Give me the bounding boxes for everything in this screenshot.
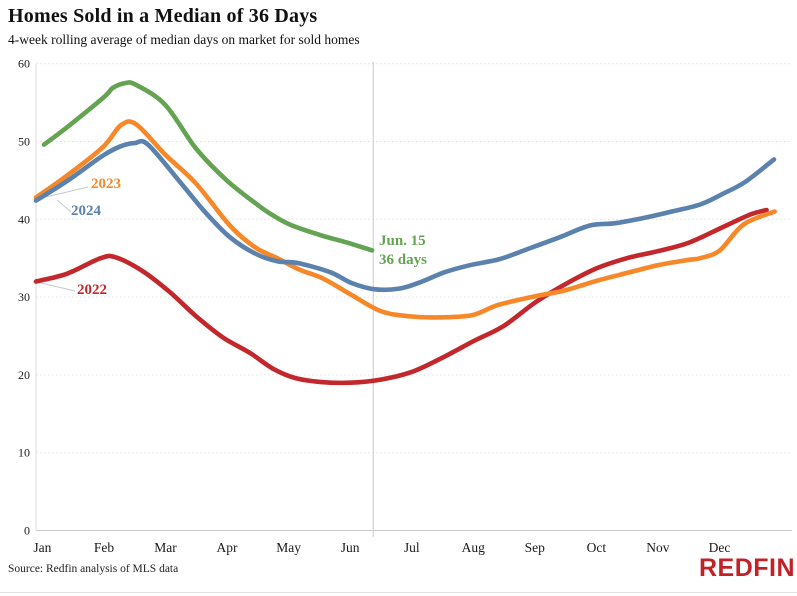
label-leader-line-2	[40, 282, 76, 292]
bottom-divider	[0, 592, 797, 593]
x-tick-label-jan: Jan	[33, 540, 51, 555]
y-tick-label-10: 10	[18, 446, 30, 460]
series-label-2024: 2024	[71, 203, 101, 219]
redfin-logo: REDFIN	[699, 554, 796, 582]
series-line-current-year	[41, 80, 375, 253]
x-tick-label-sep: Sep	[525, 540, 546, 555]
series-line-2024	[33, 138, 777, 293]
x-tick-label-aug: Aug	[462, 540, 485, 555]
series-line-2023	[33, 119, 777, 320]
y-tick-label-40: 40	[18, 212, 30, 226]
y-tick-label-60: 60	[18, 57, 30, 71]
page-subtitle: 4-week rolling average of median days on…	[8, 32, 360, 47]
series-label-2023: 2023	[91, 176, 121, 192]
marker-annotation-date: Jun. 15	[379, 233, 426, 249]
x-tick-label-nov: Nov	[646, 540, 669, 555]
source-note: Source: Redfin analysis of MLS data	[8, 563, 179, 575]
marker-annotation-value: 36 days	[379, 252, 427, 268]
x-tick-label-may: May	[276, 540, 301, 555]
marker-annotation: Jun. 15 36 days	[379, 232, 427, 270]
y-tick-label-0: 0	[24, 524, 30, 538]
x-tick-label-mar: Mar	[154, 540, 177, 555]
page-title: Homes Sold in a Median of 36 Days	[8, 5, 318, 27]
x-tick-label-feb: Feb	[94, 540, 115, 555]
y-tick-label-30: 30	[18, 290, 30, 304]
y-tick-label-20: 20	[18, 368, 30, 382]
x-tick-label-jul: Jul	[404, 540, 420, 555]
x-tick-label-jun: Jun	[341, 540, 360, 555]
label-leader-line-1	[56, 199, 72, 213]
y-tick-label-50: 50	[18, 135, 30, 149]
series-label-2022: 2022	[77, 282, 107, 298]
x-tick-label-dec: Dec	[709, 540, 731, 555]
series-line-2022	[33, 207, 769, 386]
x-tick-label-apr: Apr	[217, 540, 238, 555]
x-tick-label-oct: Oct	[587, 540, 607, 555]
label-leader-line-0	[45, 186, 89, 198]
